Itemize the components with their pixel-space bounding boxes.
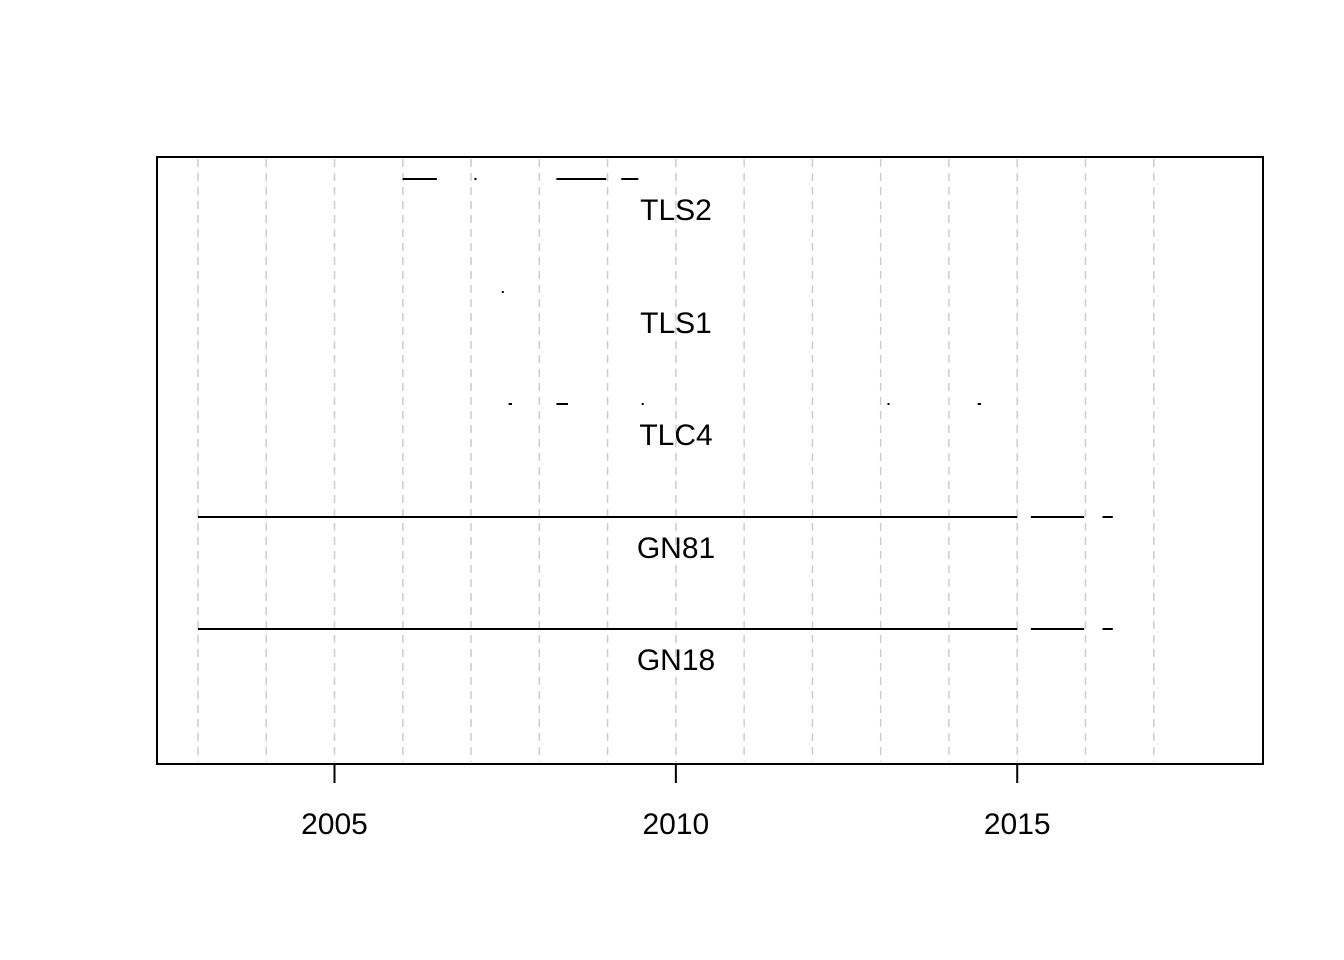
series-label-tlc4: TLC4 [639,419,712,452]
series-labels: TLS2 TLS1 TLC4 GN81 GN18 [637,194,715,677]
x-tick-label-2010: 2010 [642,808,709,841]
series-label-tls2: TLS2 [640,194,712,227]
series-label-gn18: GN18 [637,644,715,677]
series-label-tls1: TLS1 [640,307,712,340]
plot-frame [156,156,1264,765]
gridlines [197,159,1155,762]
x-tick-label-2005: 2005 [301,808,368,841]
series-label-gn81: GN81 [637,532,715,565]
series-group [197,178,1113,630]
x-tick-label-2015: 2015 [984,808,1051,841]
x-axis: 2005 2010 2015 [301,764,1051,841]
